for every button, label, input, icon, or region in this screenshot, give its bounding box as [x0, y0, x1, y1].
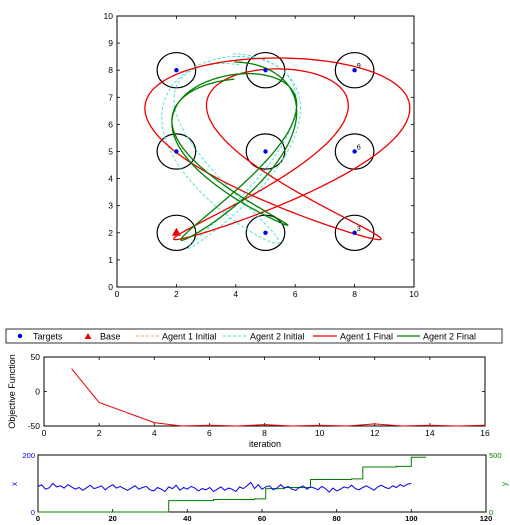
legend-entry-agent1-final: Agent 1 Final [313, 332, 393, 342]
base-marker [171, 227, 181, 236]
target-region-circle [245, 133, 286, 170]
target-point [263, 68, 268, 73]
trajectory-agent-2-initial [161, 53, 301, 249]
objective-xtick-label: 6 [207, 428, 212, 438]
trajectory-xtick-label: 8 [352, 289, 357, 299]
left-axis-label: x [10, 482, 19, 486]
legend-agent2-initial-label: Agent 2 Initial [250, 332, 305, 342]
trajectory-ytick-label: 10 [104, 11, 114, 21]
xy-trace-xtick-label: 40 [183, 514, 191, 523]
target-point [352, 230, 357, 235]
target-region-circle [245, 51, 286, 89]
legend-entry-agent1-initial: Agent 1 Initial [136, 332, 217, 342]
legend-agent2-final-label: Agent 2 Final [423, 332, 476, 342]
objective-xtick-label: 10 [315, 428, 325, 438]
legend-entry-targets: Targets [17, 332, 63, 342]
legend-entry-agent2-initial: Agent 2 Initial [223, 332, 305, 342]
objective-xtick-label: 12 [370, 428, 380, 438]
objective-xtick-label: 0 [42, 428, 47, 438]
objective-ytick-label: 50 [31, 352, 41, 362]
objective-xlabel: iteration [249, 439, 281, 449]
legend-agent1-final-label: Agent 1 Final [340, 332, 393, 342]
objective-xtick-label: 2 [97, 428, 102, 438]
trajectory-ytick-label: 2 [108, 228, 113, 238]
objective-xtick-label: 14 [425, 428, 435, 438]
trajectory-agent-1-final [144, 57, 411, 241]
trajectory-xtick-label: 2 [174, 289, 179, 299]
target-label: 3 [357, 224, 361, 233]
target-point [352, 149, 357, 154]
target-point [174, 68, 179, 73]
target-label: 6 [357, 143, 361, 152]
right-ytick-label: 0 [489, 508, 493, 517]
trajectory-xtick-label: 0 [115, 289, 120, 299]
legend-base-label: Base [100, 332, 121, 342]
right-ytick-label: 500 [489, 451, 502, 460]
xy-trace-xtick-label: 20 [108, 514, 116, 523]
xy-trace-xtick-label: 100 [405, 514, 418, 523]
x-trace-line [37, 481, 412, 493]
trajectory-ytick-label: 0 [108, 282, 113, 292]
target-circles [156, 51, 375, 252]
objective-xtick-label: 16 [480, 428, 490, 438]
left-ytick-label: 0 [31, 508, 35, 517]
trajectory-ytick-label: 1 [108, 255, 113, 265]
xy-trace-xtick-label: 0 [36, 514, 40, 523]
legend-entry-base: Base [84, 332, 121, 342]
trajectory-ytick-label: 4 [108, 174, 113, 184]
target-region-circle [334, 51, 375, 89]
trajectory-ytick-label: 3 [108, 201, 113, 211]
trajectory-ytick-label: 6 [108, 119, 113, 129]
trajectory-ytick-label: 8 [108, 65, 113, 75]
xy-trace-plot-area [37, 454, 487, 513]
trajectory-ytick-label: 5 [108, 147, 113, 157]
legend: Targets Base Agent 1 Initial Agent 2 Ini… [5, 328, 503, 344]
objective-series-line [71, 368, 486, 427]
right-axis-label: y [500, 482, 509, 486]
trajectory-chart: 0 2 4 6 8 10 0 1 2 3 4 5 6 7 8 9 10 3 6 9 [104, 11, 419, 299]
legend-box [5, 328, 503, 344]
legend-targets-label: Targets [33, 332, 63, 342]
xy-trace-xtick-label: 60 [258, 514, 266, 523]
target-region-circle [156, 133, 197, 170]
trajectory-agent-2-final [171, 61, 298, 241]
legend-base-symbol [84, 333, 92, 339]
objective-plot-area [43, 356, 486, 427]
left-ytick-label: 200 [22, 451, 35, 460]
target-point [263, 149, 268, 154]
xy-trace-xtick-label: 120 [480, 514, 493, 523]
trajectory-ytick-label: 7 [108, 92, 113, 102]
xy-trace-xtick-label: 80 [332, 514, 340, 523]
target-point [174, 149, 179, 154]
trajectory-axis-ticks: 0 2 4 6 8 10 0 1 2 3 4 5 6 7 8 9 10 [104, 11, 419, 299]
objective-ylabel: Objective Function [7, 354, 17, 429]
target-point [263, 230, 268, 235]
trajectory-xtick-label: 10 [409, 289, 419, 299]
target-region-circle [156, 51, 197, 89]
target-region-circle [156, 214, 197, 252]
objective-xtick-label: 8 [262, 428, 267, 438]
legend-agent1-initial-label: Agent 1 Initial [162, 332, 217, 342]
objective-xtick-label: 4 [152, 428, 157, 438]
agent-trajectories [144, 53, 411, 249]
legend-targets-symbol [17, 333, 23, 339]
target-label: 9 [357, 61, 361, 70]
trajectory-xtick-label: 6 [293, 289, 298, 299]
trajectory-xtick-label: 4 [233, 289, 238, 299]
objective-ytick-label: 0 [35, 387, 40, 397]
trajectory-ytick-label: 9 [108, 38, 113, 48]
target-point [352, 68, 357, 73]
legend-entry-agent2-final: Agent 2 Final [397, 332, 476, 342]
objective-ytick-label: -50 [28, 421, 41, 431]
